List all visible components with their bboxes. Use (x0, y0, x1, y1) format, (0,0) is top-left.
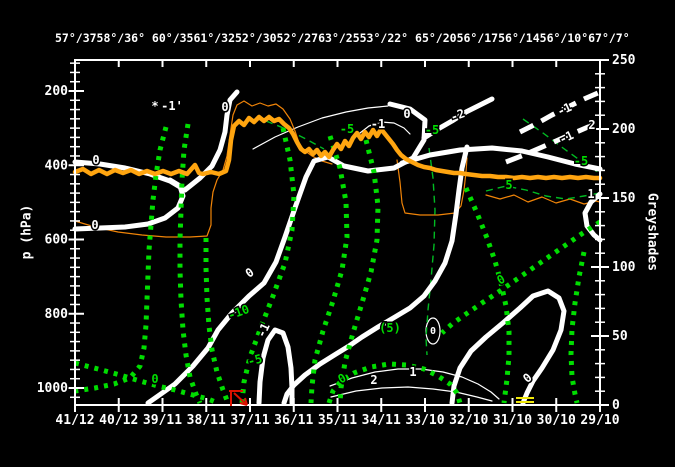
contour-thick-white-A (72, 89, 240, 193)
red-flag-marker (233, 392, 248, 406)
right-tick-label: 50 (612, 329, 628, 344)
right-tick-label: 150 (612, 191, 636, 206)
contour-label: (5) (379, 321, 401, 335)
contour-thick-green-7 (463, 186, 512, 404)
contour-label: 1 (409, 365, 416, 379)
left-tick-label: 1000 (37, 381, 68, 396)
contour-label: 5 (505, 178, 512, 192)
contour-label: -1' (161, 99, 183, 113)
contour-label: 0 (403, 107, 410, 121)
contour-thick-green-3 (203, 238, 231, 404)
contour-label: 0 (221, 100, 228, 114)
contour-label: -1 (557, 128, 576, 147)
left-tick-label: 800 (45, 307, 69, 322)
bottom-tick-label: 39/11 (143, 413, 182, 428)
contour-label: 0 (430, 326, 436, 337)
red-flag-marker (244, 397, 248, 406)
contour-thin-green-dash-center (425, 147, 436, 356)
contour-thin-white-bottom-2 (330, 386, 493, 402)
red-flag-marker (239, 402, 248, 406)
bottom-tick-label: 41/12 (55, 413, 94, 428)
contour-label: 0 (243, 265, 257, 281)
contour-label: -1 (371, 117, 385, 131)
contour-thin-white-upper-left (252, 105, 389, 150)
contour-thick-green-5 (308, 135, 350, 404)
bottom-tick-label: 35/11 (318, 413, 357, 428)
bottom-tick-label: 37/11 (230, 413, 269, 428)
contour-thick-white-D (281, 144, 470, 406)
bottom-tick-label: 38/11 (187, 413, 226, 428)
contour-thick-green-0-bottomleft (74, 360, 219, 406)
right-tick-label: 0 (612, 398, 620, 413)
contour-thick-green-8 (440, 219, 602, 335)
contour-label: -5 (246, 352, 264, 369)
contour-thick-white-N (256, 327, 295, 406)
left-tick-label: 600 (45, 233, 69, 248)
bottom-tick-label: 32/10 (449, 413, 488, 428)
contour-label: * (151, 99, 158, 113)
contour-thick-white-C (145, 101, 428, 406)
contour-label: 1 (587, 187, 594, 201)
bottom-tick-label: 31/10 (493, 413, 532, 428)
contour-label: 0 (92, 153, 99, 167)
contour-thick-white-I-dashed (505, 119, 601, 165)
contour-thick-white-K (582, 191, 603, 243)
contour-label: 0 (91, 218, 98, 232)
contour-thick-white-E (399, 145, 603, 172)
contour-thick-green-9 (568, 251, 587, 404)
contour-label: 2 (588, 118, 595, 132)
contour-thick-white-H-dashed (518, 90, 599, 135)
contour-label: -2 (448, 106, 466, 124)
contour-thick-green-6 (337, 139, 381, 404)
contour-thick-green-4 (239, 127, 297, 404)
right-tick-label: 200 (612, 122, 636, 137)
contour-thin-orange-mid (396, 157, 468, 216)
bottom-tick-label: 40/12 (99, 413, 138, 428)
contour-thick-white-L (449, 288, 567, 406)
contour-thick-green-10 (326, 361, 463, 404)
contour-label: 2 (370, 373, 377, 387)
left-tick-label: 400 (45, 158, 69, 173)
contour-label: -5 (574, 154, 588, 168)
contour-label: -10 (226, 302, 251, 323)
contour-thick-green-2 (177, 123, 203, 405)
right-tick-label: 250 (612, 53, 636, 68)
contour-label: -5 (425, 123, 439, 137)
contour-thick-white-G (421, 96, 495, 141)
contour-label: 0 (151, 372, 158, 386)
contour-thin-green-dash-right (485, 185, 601, 200)
contour-label: -5 (340, 122, 354, 136)
right-tick-label: 100 (612, 260, 636, 275)
contour-thick-orange-main (72, 114, 603, 181)
bottom-tick-label: 34/11 (362, 413, 401, 428)
bottom-tick-label: 33/10 (405, 413, 444, 428)
bottom-tick-label: 30/10 (537, 413, 576, 428)
bottom-tick-label: 36/11 (274, 413, 313, 428)
contour-thick-white-B (72, 177, 186, 232)
contour-thin-white-loop (359, 121, 411, 135)
contour-thin-green-dash-topcenter (265, 120, 325, 150)
left-tick-label: 200 (45, 84, 69, 99)
bottom-tick-label: 29/10 (580, 413, 619, 428)
top-axis-coordinate-labels: 57°/3758°/36° 60°/3561°/3252°/3052°/2763… (55, 31, 630, 45)
